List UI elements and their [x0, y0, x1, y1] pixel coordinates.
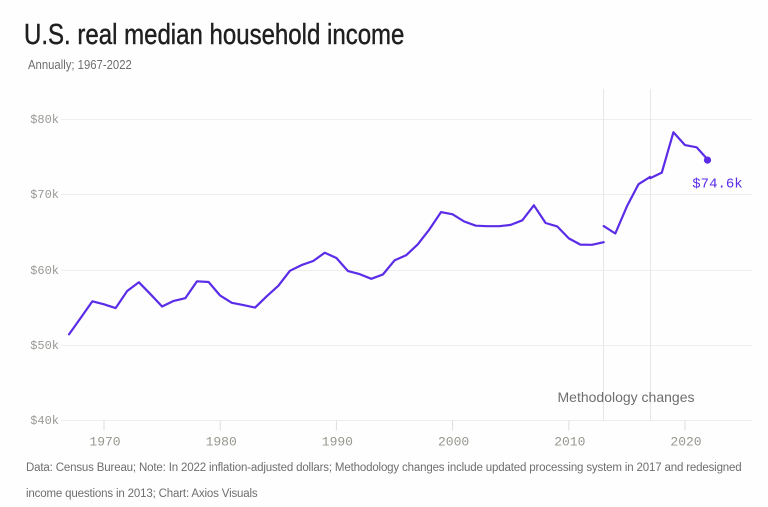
- svg-text:Methodology changes: Methodology changes: [558, 389, 695, 405]
- svg-text:2010: 2010: [554, 435, 585, 450]
- svg-text:$60k: $60k: [30, 264, 59, 278]
- svg-text:$70k: $70k: [30, 188, 59, 202]
- svg-text:1970: 1970: [89, 435, 120, 450]
- svg-text:2020: 2020: [670, 435, 701, 450]
- svg-text:$74.6k: $74.6k: [692, 177, 742, 193]
- svg-text:2000: 2000: [438, 435, 469, 450]
- svg-text:$40k: $40k: [30, 414, 59, 428]
- svg-text:$50k: $50k: [30, 339, 59, 353]
- svg-text:1990: 1990: [322, 435, 353, 450]
- svg-text:1980: 1980: [206, 435, 237, 450]
- svg-text:$80k: $80k: [30, 113, 59, 127]
